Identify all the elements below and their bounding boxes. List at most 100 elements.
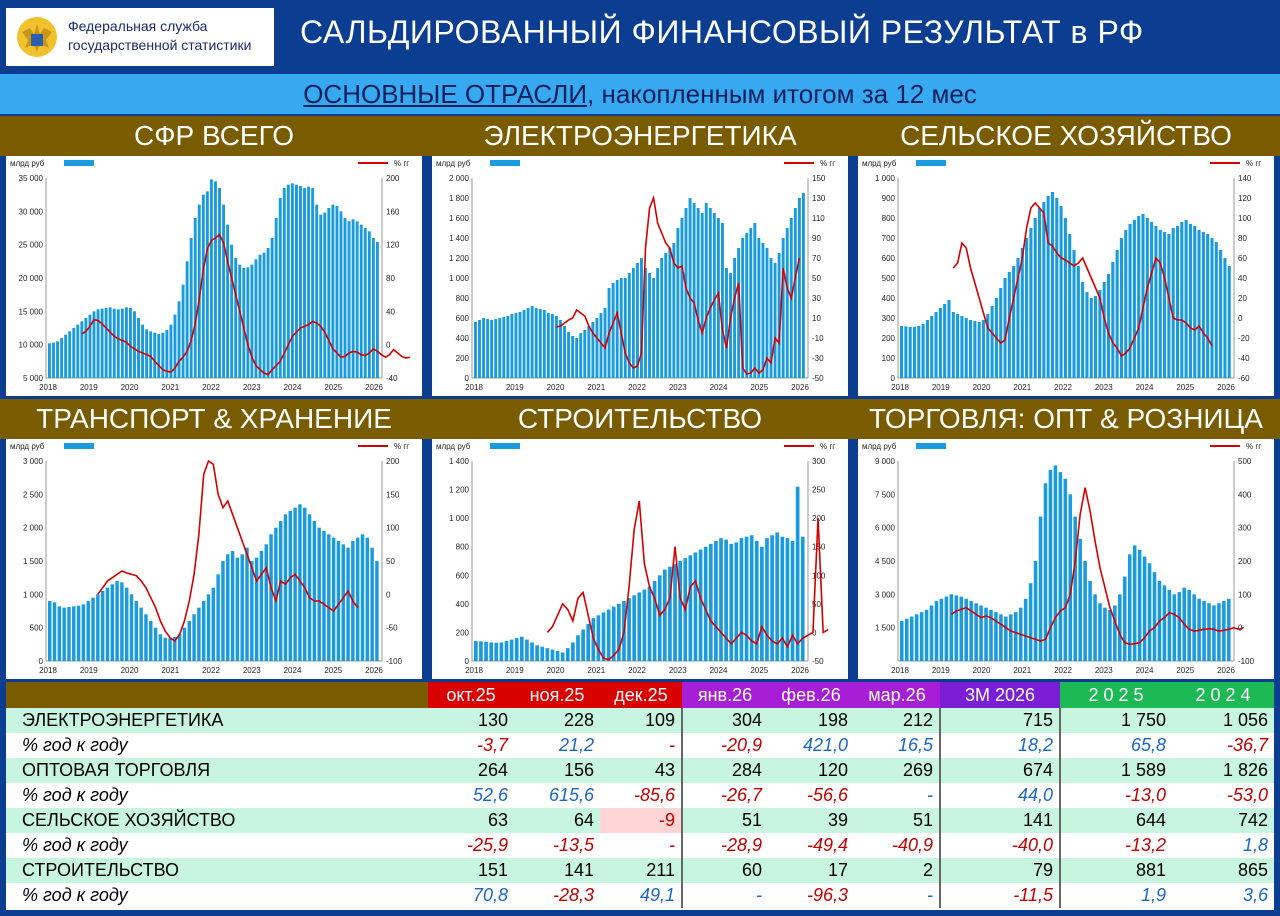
bar bbox=[478, 320, 481, 378]
bar bbox=[744, 536, 749, 661]
bar bbox=[48, 601, 52, 661]
bar bbox=[757, 238, 761, 378]
table-cell: 2 bbox=[854, 858, 940, 883]
bar bbox=[912, 326, 917, 378]
bar bbox=[1068, 494, 1073, 661]
bar bbox=[245, 547, 249, 661]
table-cell: -85,6 bbox=[600, 783, 682, 808]
bar bbox=[534, 308, 538, 378]
bar bbox=[979, 605, 983, 661]
bar bbox=[1059, 206, 1063, 378]
bar bbox=[86, 601, 90, 661]
subtitle-underlined: ОСНОВНЫЕ ОТРАСЛИ bbox=[303, 79, 588, 109]
bar bbox=[545, 648, 550, 661]
table-cell: - bbox=[681, 883, 768, 908]
bar bbox=[153, 332, 157, 378]
x-tick-label: 2018 bbox=[891, 383, 909, 392]
table-row-label: ОПТОВАЯ ТОРГОВЛЯ bbox=[6, 758, 428, 783]
bar bbox=[110, 584, 115, 661]
y-tick-left: 7 500 bbox=[875, 490, 896, 499]
bar bbox=[311, 188, 315, 378]
series-line-yoy bbox=[556, 195, 801, 375]
bar bbox=[576, 635, 580, 661]
y-tick-left: 2 000 bbox=[23, 524, 44, 533]
x-tick-label: 2023 bbox=[669, 383, 687, 392]
table-cell: 865 bbox=[1172, 858, 1274, 883]
y-tick-right: 160 bbox=[386, 207, 400, 216]
bar bbox=[347, 221, 351, 378]
bar bbox=[631, 268, 635, 378]
y-tick-left: 1 200 bbox=[449, 254, 470, 263]
table-cell: -25,9 bbox=[428, 833, 514, 858]
bar bbox=[141, 324, 145, 378]
bar bbox=[327, 534, 331, 661]
table-header-label bbox=[6, 682, 428, 708]
bar bbox=[235, 557, 240, 661]
panel-title-3: СЕЛЬСКОЕ ХОЗЯЙСТВО bbox=[852, 116, 1280, 156]
bar bbox=[262, 252, 266, 378]
bar bbox=[567, 332, 571, 378]
bar bbox=[264, 544, 268, 661]
bar bbox=[205, 191, 209, 378]
bar bbox=[370, 547, 374, 661]
bar bbox=[749, 535, 754, 661]
table-cell: 130 bbox=[428, 708, 514, 733]
table-cell: 16,5 bbox=[854, 733, 940, 758]
bar bbox=[57, 606, 62, 661]
y-tick-right: 70 bbox=[812, 254, 821, 263]
x-tick-label: 2022 bbox=[628, 383, 646, 392]
bar bbox=[1053, 465, 1058, 661]
bar bbox=[714, 541, 718, 661]
bar bbox=[351, 219, 355, 378]
bar bbox=[538, 309, 542, 378]
y-tick-right: 150 bbox=[386, 490, 400, 499]
bar bbox=[703, 546, 708, 661]
x-tick-label: 2018 bbox=[39, 666, 57, 675]
table-row-label: СТРОИТЕЛЬСТВО bbox=[6, 858, 428, 883]
x-tick-label: 2023 bbox=[669, 666, 687, 675]
series-line-yoy bbox=[952, 201, 1213, 358]
table-cell: 421,0 bbox=[768, 733, 854, 758]
bar bbox=[984, 607, 988, 661]
x-tick-label: 2025 bbox=[750, 666, 768, 675]
table-header-col: 2 0 2 4 bbox=[1172, 682, 1274, 708]
bar bbox=[1171, 228, 1175, 378]
y-tick-left: 0 bbox=[39, 657, 44, 666]
x-tick-label: 2020 bbox=[121, 383, 139, 392]
bar bbox=[1020, 248, 1024, 378]
y-tick-right: -10 bbox=[812, 334, 824, 343]
bar bbox=[554, 316, 558, 378]
table-cell: -28,3 bbox=[514, 883, 600, 908]
table-cell: 1 589 bbox=[1059, 758, 1172, 783]
bar bbox=[555, 651, 560, 661]
bar bbox=[1172, 594, 1177, 661]
bar bbox=[1043, 483, 1048, 661]
table-cell: -28,9 bbox=[681, 833, 768, 858]
bar bbox=[1108, 609, 1112, 661]
bar bbox=[596, 615, 601, 661]
y-tick-right: -20 bbox=[1238, 334, 1250, 343]
x-tick-label: 2022 bbox=[202, 383, 220, 392]
table-cell: -13,0 bbox=[1059, 783, 1172, 808]
chart-sfr-total: млрд руб % гг 5 000 10 000 15 000 20 000 25 00… bbox=[10, 159, 410, 392]
bar bbox=[335, 206, 339, 378]
bar bbox=[951, 312, 955, 378]
bar bbox=[116, 309, 120, 378]
bar bbox=[1137, 549, 1142, 661]
table-cell: 21,2 bbox=[514, 733, 600, 758]
bar bbox=[1029, 228, 1033, 378]
bar bbox=[250, 561, 254, 661]
bar bbox=[1093, 594, 1097, 661]
bar bbox=[293, 507, 297, 661]
table-cell: 64 bbox=[514, 808, 600, 833]
y-tick-left: 1 000 bbox=[449, 274, 470, 283]
bar bbox=[1098, 290, 1102, 378]
y-tick-right: 130 bbox=[812, 194, 826, 203]
bar bbox=[929, 605, 934, 661]
bar bbox=[627, 273, 631, 378]
table-cell: 44,0 bbox=[939, 783, 1060, 808]
bar bbox=[60, 338, 64, 378]
bar bbox=[1085, 292, 1089, 378]
bar bbox=[939, 598, 944, 661]
table-cell: - bbox=[854, 783, 940, 808]
